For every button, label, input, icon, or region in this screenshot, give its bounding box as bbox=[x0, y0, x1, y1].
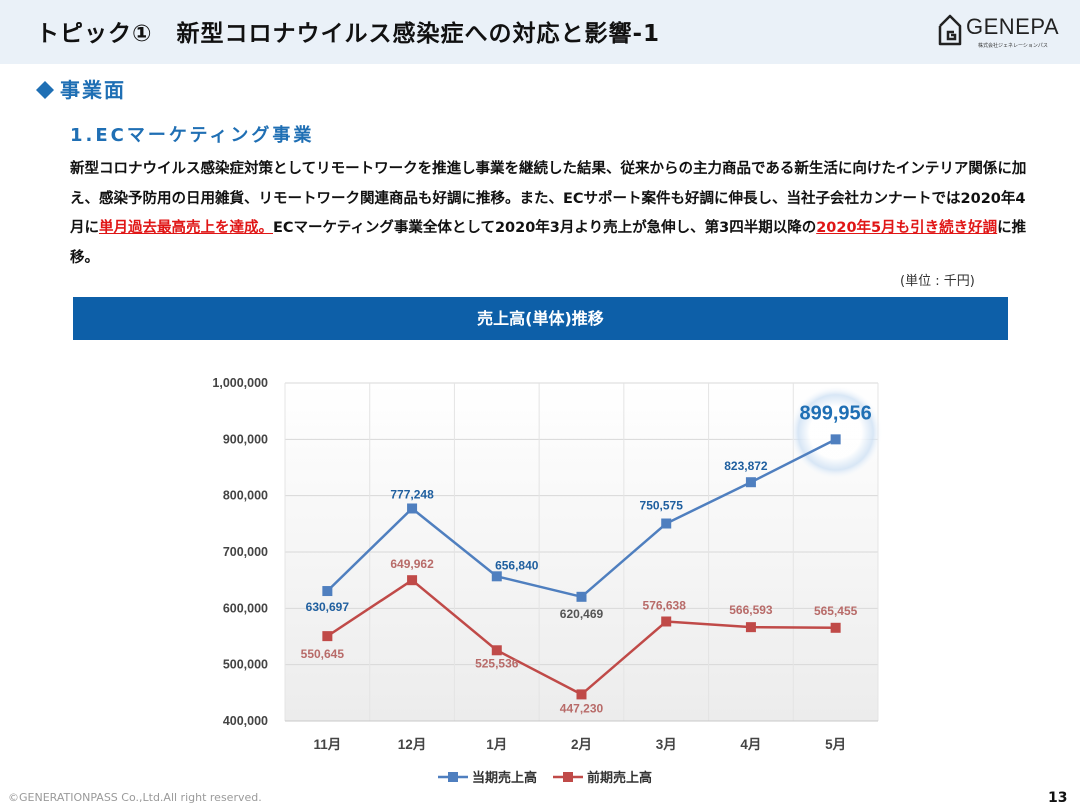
y-tick-label: 600,000 bbox=[223, 601, 268, 615]
body-text-part1: 新型コロナウイルス感染症対策としてリモートワークを推進し事業を継続した結果、従来… bbox=[70, 161, 1027, 236]
x-tick-label: 5月 bbox=[825, 737, 846, 752]
data-label: 565,455 bbox=[814, 604, 858, 618]
legend-marker bbox=[563, 772, 573, 782]
logo-text: GENEPA bbox=[966, 14, 1060, 39]
legend-label: 当期売上高 bbox=[472, 770, 537, 785]
y-tick-label: 700,000 bbox=[223, 545, 268, 559]
data-label: 656,840 bbox=[495, 558, 539, 572]
diamond-icon bbox=[36, 81, 54, 99]
sales-line-chart: 1,000,000 900,000 800,000 700,000 600,000 500… bbox=[212, 376, 883, 785]
logo-subtext: 株式会社ジェネレーションパス bbox=[978, 43, 1048, 49]
x-tick-label: 2月 bbox=[571, 737, 592, 752]
page-number: 13 bbox=[1048, 790, 1068, 806]
body-text-part3: に推移。 bbox=[70, 220, 1027, 266]
highlight-glow bbox=[788, 385, 883, 480]
section-title: 事業面 bbox=[60, 78, 126, 102]
data-label: 620,469 bbox=[560, 607, 604, 621]
x-tick-label: 12月 bbox=[398, 737, 427, 752]
y-tick-label: 900,000 bbox=[223, 432, 268, 446]
data-point-marker bbox=[745, 622, 756, 633]
data-label: 550,645 bbox=[301, 647, 345, 661]
data-label: 777,248 bbox=[390, 487, 434, 501]
copyright-text: ©GENERATIONPASS Co.,Ltd.All right reserv… bbox=[8, 791, 262, 804]
data-label: 899,956 bbox=[799, 402, 871, 424]
y-tick-label: 400,000 bbox=[223, 714, 268, 728]
y-tick-label: 800,000 bbox=[223, 489, 268, 503]
data-label: 447,230 bbox=[560, 701, 604, 715]
section-heading: 事業面 bbox=[36, 74, 126, 103]
legend-label: 前期売上高 bbox=[587, 770, 652, 785]
data-label: 576,638 bbox=[643, 598, 687, 612]
data-point-marker bbox=[407, 575, 418, 586]
y-tick-label: 1,000,000 bbox=[212, 376, 268, 390]
data-label: 649,962 bbox=[390, 557, 434, 571]
data-point-marker bbox=[661, 518, 672, 529]
company-logo: GENEPA 株式会社ジェネレーションパス bbox=[936, 12, 1060, 52]
data-point-marker bbox=[661, 616, 672, 627]
data-point-marker bbox=[491, 571, 502, 582]
data-point-marker bbox=[745, 477, 756, 488]
legend-marker bbox=[448, 772, 458, 782]
unit-label: (単位 : 千円) bbox=[900, 274, 975, 289]
data-point-marker bbox=[576, 591, 587, 602]
data-label: 525,536 bbox=[475, 656, 519, 670]
data-label: 566,593 bbox=[729, 603, 773, 617]
highlight-record-sales: 単月過去最高売上を達成。 bbox=[99, 220, 273, 236]
body-text-part2: ECマーケティング事業全体として2020年3月より売上が急伸し、第3四半期以降の bbox=[273, 220, 817, 236]
data-point-marker bbox=[576, 689, 587, 700]
y-tick-label: 500,000 bbox=[223, 658, 268, 672]
page-title: トピック① 新型コロナウイルス感染症への対応と影響-1 bbox=[36, 21, 661, 47]
x-tick-label: 11月 bbox=[313, 737, 341, 752]
data-point-marker bbox=[830, 434, 841, 445]
subsection-title: 1.ECマーケティング事業 bbox=[70, 125, 315, 146]
data-label: 823,872 bbox=[724, 459, 768, 473]
data-label: 630,697 bbox=[306, 600, 350, 614]
chart-title-banner: 売上高(単体)推移 bbox=[73, 297, 1008, 340]
x-tick-label: 1月 bbox=[486, 737, 507, 752]
x-tick-label: 4月 bbox=[740, 737, 761, 752]
data-point-marker bbox=[407, 503, 418, 514]
header-bar: トピック① 新型コロナウイルス感染症への対応と影響-1 GENEPA 株式会社ジ… bbox=[0, 0, 1080, 64]
data-point-marker bbox=[322, 631, 333, 642]
data-point-marker bbox=[322, 586, 333, 597]
highlight-may-strong: 2020年5月も引き続き好調 bbox=[816, 220, 998, 236]
data-label: 750,575 bbox=[640, 499, 684, 513]
data-point-marker bbox=[491, 645, 502, 656]
data-point-marker bbox=[830, 622, 841, 633]
body-paragraph: 新型コロナウイルス感染症対策としてリモートワークを推進し事業を継続した結果、従来… bbox=[70, 155, 1030, 273]
house-g-icon bbox=[938, 14, 962, 46]
x-tick-label: 3月 bbox=[656, 737, 677, 752]
